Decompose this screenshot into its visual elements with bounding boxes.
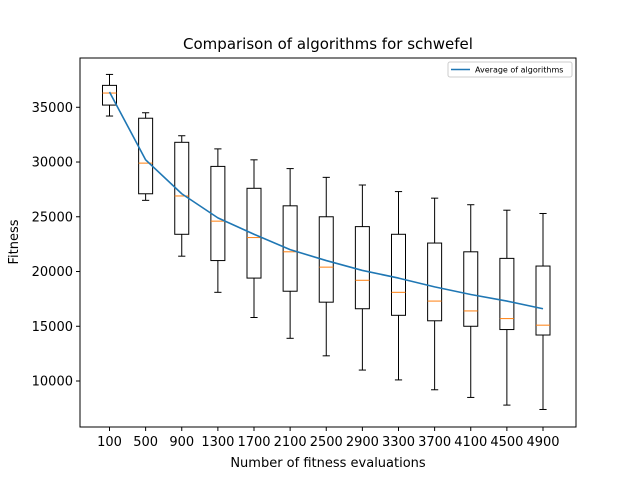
x-tick-label-1700: 1700 [237,435,270,450]
box-body-2500 [318,216,334,303]
series-line-average [108,91,544,310]
box-body-4900 [535,265,551,336]
box-body-3700 [427,242,443,322]
y-tick-label-20000: 20000 [32,265,73,280]
box-1700 [246,159,262,319]
box-body-3300 [391,233,406,316]
x-tick-label-900: 900 [169,435,194,450]
box-body-2100 [282,205,298,292]
x-tick-label-4900: 4900 [526,435,559,450]
x-tick-label-1300: 1300 [201,435,234,450]
box-4100 [463,204,479,398]
box-4900 [535,212,551,410]
box-3300 [391,191,406,381]
box-3700 [427,197,443,391]
box-body-4500 [499,257,515,331]
box-body-1700 [246,187,262,279]
legend: Average of algorithms [447,61,573,78]
x-tick-label-3300: 3300 [382,435,415,450]
box-500 [138,112,154,201]
y-tick-label-15000: 15000 [32,320,73,335]
y-ticks-layer: 10000 15000 20000 25000 30000 35000 [32,101,80,390]
box-body-4100 [463,251,479,327]
x-tick-label-2900: 2900 [346,435,379,450]
x-tick-label-4100: 4100 [454,435,487,450]
box-body-500 [138,117,154,195]
y-tick-label-35000: 35000 [32,101,73,116]
y-tick-label-25000: 25000 [32,210,73,225]
box-body-900 [174,141,190,235]
x-axis-label: Number of fitness evaluations [230,456,426,471]
box-body-100 [102,84,117,106]
y-tick-label-30000: 30000 [32,156,73,171]
y-tick-label-10000: 10000 [32,375,73,390]
x-tick-label-3700: 3700 [418,435,451,450]
box-2500 [318,176,334,357]
x-tick-label-2100: 2100 [274,435,307,450]
plot-frame [79,57,577,428]
x-ticks-layer: 100 500 900 1300 1700 2100 2500 2900 3300 3700 410… [97,427,560,450]
x-tick-label-100: 100 [97,435,122,450]
x-tick-label-2500: 2500 [310,435,343,450]
x-tick-label-4500: 4500 [490,435,523,450]
y-axis-label: Fitness [7,219,22,264]
line-layer [108,91,544,310]
chart-title: Comparison of algorithms for schwefel [183,35,473,53]
x-tick-label-500: 500 [133,435,158,450]
box-4500 [499,209,515,406]
legend-entry-average: Average of algorithms [475,66,563,75]
legend-frame [447,61,573,78]
boxes-layer [102,73,551,410]
